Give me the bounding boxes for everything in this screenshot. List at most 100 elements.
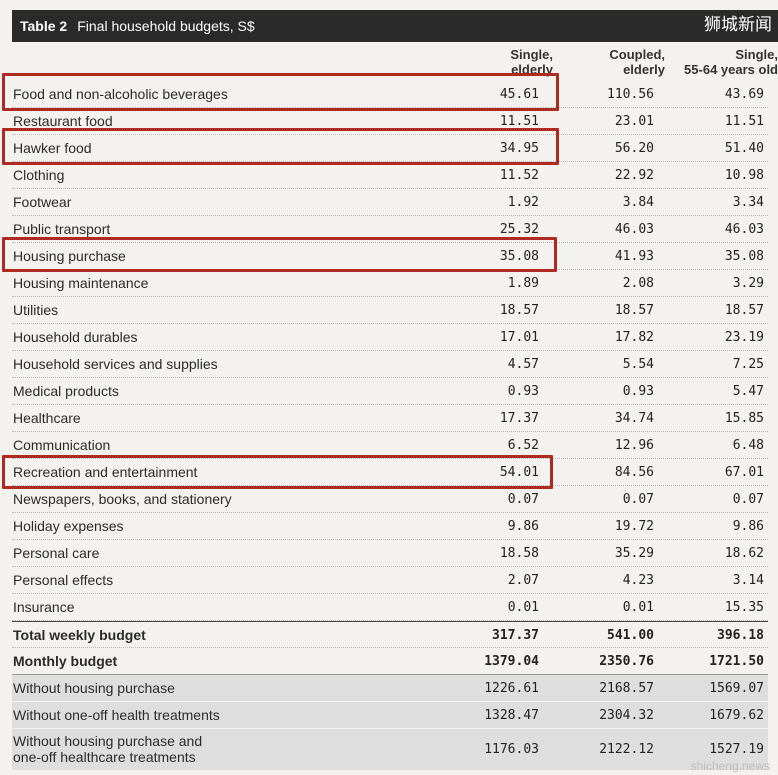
total-weekly-row: Total weekly budget 317.37 541.00 396.18 <box>12 621 768 648</box>
cell-value: 23.19 <box>724 330 764 345</box>
cell-value: 15.85 <box>724 411 764 426</box>
cell-value: 2.08 <box>622 276 654 291</box>
cell-value: 2168.57 <box>599 681 654 696</box>
cell-value: 5.47 <box>732 384 764 399</box>
row-label: Utilities <box>13 302 59 318</box>
watermark-logo-text: 狮城新闻 <box>704 15 772 35</box>
cell-value: 17.37 <box>499 411 539 426</box>
cell-value: 18.62 <box>724 546 764 561</box>
table-row: Public transport 25.32 46.03 46.03 <box>12 216 768 243</box>
cell-value: 12.96 <box>614 438 654 453</box>
column-header-line1: Single, <box>510 47 553 62</box>
cell-value: 0.93 <box>622 384 654 399</box>
table-row: Clothing 11.52 22.92 10.98 <box>12 162 768 189</box>
column-header-line2: 55-64 years old <box>684 62 778 77</box>
cell-value: 11.52 <box>499 168 539 183</box>
cell-value: 3.34 <box>732 195 764 210</box>
cell-value: 1679.62 <box>709 708 764 723</box>
cell-value: 43.69 <box>724 87 764 102</box>
table-row: Personal effects 2.07 4.23 3.14 <box>12 567 768 594</box>
cell-value: 18.57 <box>499 303 539 318</box>
cell-value: 25.32 <box>499 222 539 237</box>
cell-value: 1226.61 <box>484 681 539 696</box>
cell-value: 6.48 <box>732 438 764 453</box>
row-label: Footwear <box>13 194 72 210</box>
row-label: Holiday expenses <box>13 518 124 534</box>
cell-value: 396.18 <box>717 628 764 643</box>
table-title: Final household budgets, S$ <box>77 18 255 34</box>
cell-value: 54.01 <box>499 465 539 480</box>
row-label: Newspapers, books, and stationery <box>13 491 232 507</box>
variant-row: Without one-off health treatments 1328.47… <box>12 702 768 729</box>
cell-value: 9.86 <box>732 519 764 534</box>
column-header-line2: elderly <box>511 62 553 77</box>
cell-value: 2350.76 <box>599 654 654 669</box>
variant-row: Without housing purchase and one-off hea… <box>12 729 768 771</box>
watermark-url: shicheng.news <box>690 759 770 773</box>
cell-value: 1527.19 <box>709 742 764 757</box>
cell-value: 23.01 <box>614 114 654 129</box>
cell-value: 17.01 <box>499 330 539 345</box>
cell-value: 10.98 <box>724 168 764 183</box>
cell-value: 45.61 <box>499 87 539 102</box>
cell-value: 7.25 <box>732 357 764 372</box>
row-label: Personal effects <box>13 572 114 588</box>
table-row: Medical products 0.93 0.93 5.47 <box>12 378 768 405</box>
cell-value: 46.03 <box>724 222 764 237</box>
variant-row: Without housing purchase 1226.61 2168.57 15… <box>12 675 768 702</box>
column-header-line1: Single, <box>735 47 778 62</box>
cell-value: 2304.32 <box>599 708 654 723</box>
cell-value: 84.56 <box>614 465 654 480</box>
cell-value: 35.08 <box>724 249 764 264</box>
cell-value: 1.92 <box>507 195 539 210</box>
row-label: Monthly budget <box>13 653 118 669</box>
table-number: Table 2 <box>20 18 68 34</box>
row-label: Housing purchase <box>13 248 126 264</box>
cell-value: 1176.03 <box>484 742 539 757</box>
cell-value: 0.07 <box>732 492 764 507</box>
cell-value: 1569.07 <box>709 681 764 696</box>
column-header-coupled-elderly: Coupled, elderly <box>555 47 665 77</box>
row-label: Without housing purchase and one-off hea… <box>13 733 202 765</box>
cell-value: 3.84 <box>622 195 654 210</box>
budget-table: Food and non-alcoholic beverages 45.61 110… <box>12 81 768 771</box>
cell-value: 1328.47 <box>484 708 539 723</box>
cell-value: 4.57 <box>507 357 539 372</box>
row-label: Recreation and entertainment <box>13 464 198 480</box>
cell-value: 5.54 <box>622 357 654 372</box>
cell-value: 34.74 <box>614 411 654 426</box>
cell-value: 15.35 <box>724 600 764 615</box>
table-row: Hawker food 34.95 56.20 51.40 <box>12 135 768 162</box>
table-title-bar: Table 2 Final household budgets, S$ <box>12 10 778 42</box>
cell-value: 19.72 <box>614 519 654 534</box>
cell-value: 34.95 <box>499 141 539 156</box>
cell-value: 22.92 <box>614 168 654 183</box>
row-label: Clothing <box>13 167 65 183</box>
row-label: Healthcare <box>13 410 81 426</box>
cell-value: 3.29 <box>732 276 764 291</box>
table-row: Housing purchase 35.08 41.93 35.08 <box>12 243 768 270</box>
row-label: Personal care <box>13 545 100 561</box>
cell-value: 317.37 <box>492 628 539 643</box>
cell-value: 51.40 <box>724 141 764 156</box>
table-row: Holiday expenses 9.86 19.72 9.86 <box>12 513 768 540</box>
cell-value: 0.01 <box>622 600 654 615</box>
cell-value: 35.08 <box>499 249 539 264</box>
cell-value: 11.51 <box>499 114 539 129</box>
table-row: Utilities 18.57 18.57 18.57 <box>12 297 768 324</box>
table-row: Housing maintenance 1.89 2.08 3.29 <box>12 270 768 297</box>
row-label: Medical products <box>13 383 119 399</box>
cell-value: 0.07 <box>507 492 539 507</box>
table-row: Household durables 17.01 17.82 23.19 <box>12 324 768 351</box>
column-header-single-elderly: Single, elderly <box>433 47 553 77</box>
cell-value: 17.82 <box>614 330 654 345</box>
table-row: Household services and supplies 4.57 5.54 7… <box>12 351 768 378</box>
cell-value: 1379.04 <box>484 654 539 669</box>
column-header-line1: Coupled, <box>609 47 665 62</box>
table-row: Personal care 18.58 35.29 18.62 <box>12 540 768 567</box>
cell-value: 35.29 <box>614 546 654 561</box>
row-label: Insurance <box>13 599 75 615</box>
table-row: Food and non-alcoholic beverages 45.61 110… <box>12 81 768 108</box>
row-label: Without one-off health treatments <box>13 707 220 723</box>
row-label: Food and non-alcoholic beverages <box>13 86 228 102</box>
